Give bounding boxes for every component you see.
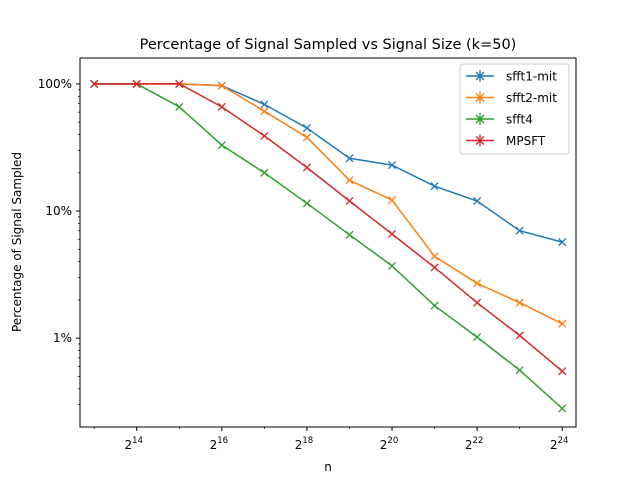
data-point-sfft2-mit [387,196,397,205]
series-line-mpsft [94,83,563,372]
data-point-sfft4 [175,102,184,111]
legend-label: sfft1-mit [506,70,557,84]
y-axis: 1% 10% 100% [38,77,80,405]
data-point-mpsft [473,298,482,307]
x-tick-label: 214 [125,436,143,452]
chart-title: Percentage of Signal Sampled vs Signal S… [140,37,517,53]
series-mpsft [90,79,567,376]
y-tick-label: 100% [38,77,72,91]
legend-label: sfft4 [506,113,533,127]
data-point-sfft4 [217,141,226,150]
plot-frame [79,57,577,428]
data-point-sfft2-mit [217,81,226,90]
x-axis-label: n [324,460,332,474]
data-point-mpsft [217,102,226,111]
x-tick-label: 224 [550,436,568,452]
x-tick-label: 220 [380,436,398,452]
data-point-sfft4 [515,366,524,375]
y-tick-label: 1% [53,331,72,345]
data-point-sfft2-mit [515,298,524,307]
data-point-mpsft [558,367,567,376]
data-point-mpsft [260,131,269,140]
x-axis: 214 216 218 220 222 224 [93,427,568,452]
data-point-mpsft [515,331,524,340]
data-point-sfft4 [345,230,354,239]
data-point-sfft1-mit [387,161,397,170]
series-line-sfft4 [94,83,563,409]
data-point-mpsft [345,196,354,206]
data-point-sfft1-mit [558,238,567,247]
data-point-mpsft [302,163,311,172]
data-point-sfft2-mit [430,252,439,261]
legend-item-sfft1-mit: sfft1-mit [466,70,557,84]
data-point-sfft4 [473,333,482,342]
data-point-sfft1-mit [515,226,524,235]
series-sfft4 [90,79,567,413]
data-point-mpsft [430,263,439,272]
data-point-sfft1-mit [302,123,311,133]
y-axis-label: Percentage of Signal Sampled [10,152,24,332]
data-point-mpsft [387,229,397,239]
legend-marker [475,70,485,82]
data-point-sfft2-mit [260,107,269,116]
legend: sfft1-mit sfft2-mit sfft4 MPSFT [459,63,570,155]
data-point-sfft2-mit [345,176,354,185]
data-point-sfft2-mit [473,279,482,288]
data-point-sfft4 [260,168,269,177]
y-tick-label: 10% [45,204,72,218]
legend-marker [475,134,485,147]
legend-item-mpsft: MPSFT [466,134,546,148]
data-point-sfft4 [558,404,567,413]
legend-item-sfft2-mit: sfft2-mit [466,91,557,105]
data-point-sfft1-mit [430,182,439,191]
legend-item-sfft4: sfft4 [466,113,533,127]
data-point-sfft2-mit [302,133,311,142]
data-point-sfft1-mit [473,196,482,206]
x-tick-label: 222 [465,436,483,452]
data-point-sfft4 [430,301,439,310]
data-point-sfft4 [302,199,311,208]
legend-marker [475,91,485,104]
data-point-mpsft [175,79,184,89]
data-point-mpsft [132,79,141,89]
legend-label: sfft2-mit [506,91,557,105]
legend-label: MPSFT [506,134,546,148]
data-point-sfft4 [387,261,397,270]
x-tick-label: 216 [210,436,228,452]
legend-marker [475,113,485,125]
data-point-sfft2-mit [558,319,567,328]
legend-box [459,63,570,155]
x-tick-label: 218 [295,436,313,452]
data-point-mpsft [90,79,99,89]
series-layer [90,79,567,413]
data-point-sfft1-mit [260,100,269,109]
data-point-sfft1-mit [345,154,354,163]
